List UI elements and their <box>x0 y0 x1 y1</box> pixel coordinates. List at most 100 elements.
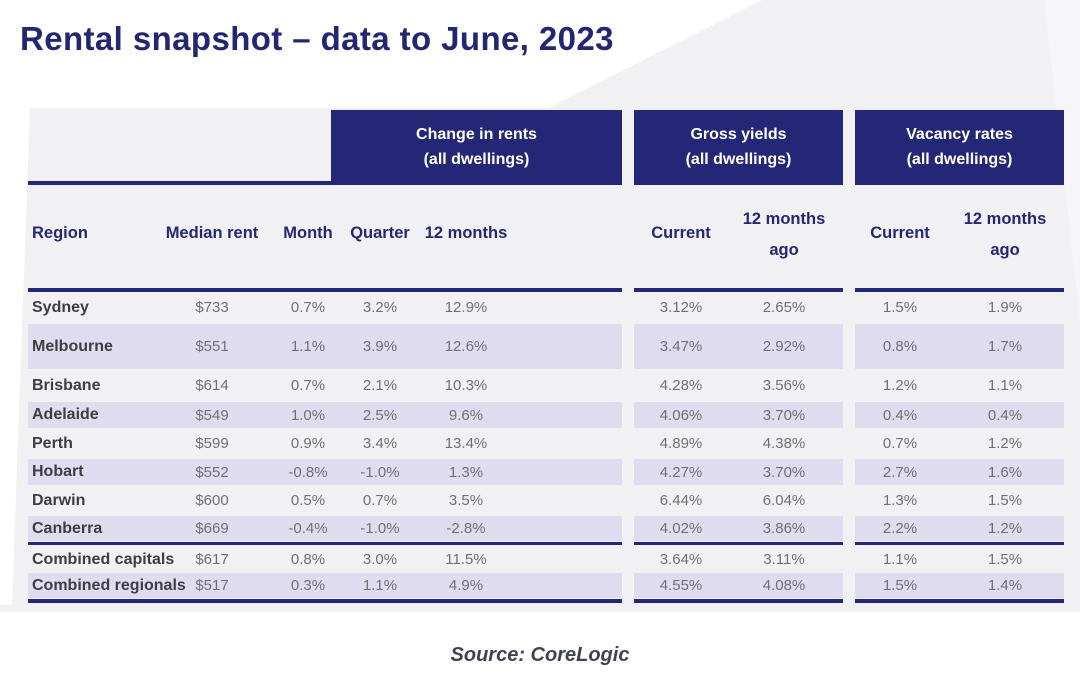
row-background-segment <box>855 573 1064 598</box>
cell-quarter-change: 3.9% <box>362 338 398 355</box>
row-background-segment <box>634 402 843 428</box>
cell-12-month-change: 11.5% <box>445 551 487 568</box>
cell-region: Darwin <box>32 491 86 509</box>
source-credit: Source: CoreLogic <box>450 644 630 666</box>
cell-median-rent: $599 <box>195 435 229 452</box>
cell-month-change: 0.7% <box>290 299 326 316</box>
row-background-segment <box>634 324 843 369</box>
group-header-line1: Change in rents <box>416 126 537 143</box>
cell-month-change: 0.3% <box>290 577 326 594</box>
cell-vacancy-current: 1.5% <box>882 299 918 316</box>
row-background-segment <box>28 459 622 485</box>
cell-region: Combined capitals <box>32 550 175 568</box>
row-background-segment <box>855 459 1064 485</box>
table-row: Canberra $669 -0.4% -1.0% -2.8% 4.02% 3.86% 2.2… <box>28 516 1064 541</box>
cell-vacancy-current: 0.4% <box>882 406 918 424</box>
cell-gross-yield-current: 4.02% <box>659 520 703 537</box>
cell-region: Adelaide <box>32 406 99 423</box>
group-header-change-in-rents: Change in rents (all dwellings) <box>331 110 622 185</box>
table-row: Brisbane $614 0.7% 2.1% 10.3% 4.28% 3.56% 1.2% 1… <box>28 371 1064 400</box>
table-rule-bottom-middle <box>634 599 843 603</box>
cell-gross-yield-12-months-ago: 3.56% <box>762 377 806 394</box>
cell-region: Sydney <box>32 298 89 316</box>
group-header-line1: Gross yields <box>690 126 787 143</box>
cell-median-rent: $517 <box>195 577 229 594</box>
cell-median-rent: $669 <box>195 520 229 537</box>
cell-gross-yield-current: 6.44% <box>659 492 703 509</box>
cell-gross-yield-current: 4.89% <box>659 435 703 452</box>
cell-gross-yield-current: 3.47% <box>659 338 703 355</box>
column-header-12-months: 12 months <box>424 224 508 242</box>
cell-quarter-change: 3.0% <box>362 551 398 568</box>
cell-gross-yield-12-months-ago: 3.70% <box>762 463 806 481</box>
column-header-region: Region <box>32 224 88 242</box>
row-background-segment <box>855 516 1064 541</box>
cell-vacancy-12-months-ago: 1.7% <box>987 338 1023 355</box>
column-header-line2: ago <box>990 241 1020 259</box>
cell-quarter-change: 3.2% <box>362 299 398 316</box>
row-background-segment <box>28 516 622 541</box>
table-row: Combined capitals $617 0.8% 3.0% 11.5% 3.64% 3… <box>28 547 1064 572</box>
cell-vacancy-current: 1.2% <box>882 377 918 394</box>
row-background-segment <box>634 573 843 598</box>
table-row: Combined regionals $517 0.3% 1.1% 4.9% 4.55% 4… <box>28 573 1064 598</box>
column-header-line1: 12 months <box>742 210 826 228</box>
cell-gross-yield-12-months-ago: 3.11% <box>763 551 805 568</box>
cell-vacancy-12-months-ago: 1.1% <box>987 377 1023 394</box>
cell-12-month-change: 3.5% <box>448 492 484 509</box>
cell-region: Brisbane <box>32 376 101 394</box>
cell-gross-yield-12-months-ago: 4.38% <box>762 435 806 452</box>
cell-median-rent: $600 <box>195 492 229 509</box>
table-rule-top-middle <box>634 288 843 292</box>
cell-region: Melbourne <box>32 337 113 355</box>
cell-region: Canberra <box>32 519 103 537</box>
cell-quarter-change: 3.4% <box>362 435 398 452</box>
cell-quarter-change: -1.0% <box>360 520 400 537</box>
cell-region: Hobart <box>32 463 84 480</box>
cell-median-rent: $551 <box>195 338 229 355</box>
cell-gross-yield-12-months-ago: 3.70% <box>762 406 806 424</box>
row-background-segment <box>634 459 843 485</box>
cell-month-change: 0.8% <box>290 551 326 568</box>
cell-vacancy-current: 1.1% <box>882 551 918 568</box>
cell-gross-yield-current: 3.12% <box>659 299 703 316</box>
background-diagonal-left <box>0 108 30 605</box>
cell-gross-yield-current: 4.06% <box>659 406 703 424</box>
cell-vacancy-current: 2.7% <box>882 463 918 481</box>
cell-month-change: 0.7% <box>290 377 326 394</box>
cell-quarter-change: 0.7% <box>362 492 398 509</box>
cell-gross-yield-12-months-ago: 6.04% <box>762 492 806 509</box>
cell-vacancy-current: 1.5% <box>882 577 918 594</box>
cell-median-rent: $617 <box>195 551 229 568</box>
column-header-line2: ago <box>769 241 799 259</box>
cell-gross-yield-current: 4.55% <box>659 577 703 594</box>
cell-quarter-change: 1.1% <box>362 577 398 594</box>
cell-vacancy-12-months-ago: 1.5% <box>987 551 1023 568</box>
table-rule-bottom-right <box>855 599 1064 603</box>
cell-gross-yield-12-months-ago: 3.86% <box>762 520 806 537</box>
cell-vacancy-12-months-ago: 1.2% <box>987 435 1023 452</box>
column-header-median-rent: Median rent <box>165 224 259 242</box>
cell-gross-yield-current: 3.64% <box>659 551 703 568</box>
group-header-line2: (all dwellings) <box>423 151 530 168</box>
cell-vacancy-current: 2.2% <box>882 520 918 537</box>
cell-month-change: 0.9% <box>290 435 326 452</box>
cell-vacancy-current: 0.7% <box>882 435 918 452</box>
column-header-vr-12-months-ago: 12 months ago <box>955 204 1055 266</box>
cell-vacancy-12-months-ago: 1.4% <box>987 577 1023 594</box>
cell-vacancy-current: 1.3% <box>882 492 918 509</box>
table-rule-mid-middle <box>634 542 843 545</box>
group-header-gross-yields: Gross yields (all dwellings) <box>634 110 843 185</box>
column-header-gy-current: Current <box>651 224 711 242</box>
table-rule-top-left <box>28 288 622 292</box>
cell-gross-yield-12-months-ago: 2.65% <box>762 299 806 316</box>
cell-vacancy-12-months-ago: 1.5% <box>987 492 1023 509</box>
row-background-segment <box>855 324 1064 369</box>
cell-vacancy-12-months-ago: 1.6% <box>987 463 1023 481</box>
row-background-segment <box>855 402 1064 428</box>
group-header-vacancy-rates: Vacancy rates (all dwellings) <box>855 110 1064 185</box>
cell-vacancy-12-months-ago: 1.2% <box>987 520 1023 537</box>
table-row: Darwin $600 0.5% 0.7% 3.5% 6.44% 6.04% 1.3% 1.5% <box>28 487 1064 514</box>
cell-vacancy-12-months-ago: 1.9% <box>987 299 1023 316</box>
table-row: Perth $599 0.9% 3.4% 13.4% 4.89% 4.38% 0.7% 1.2% <box>28 430 1064 457</box>
